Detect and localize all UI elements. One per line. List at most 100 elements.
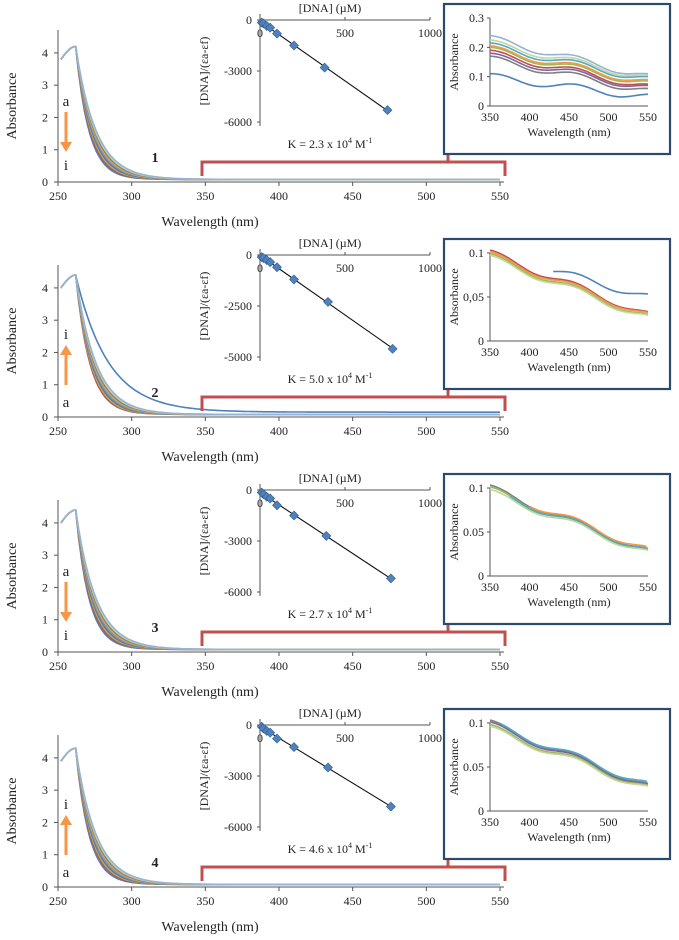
spectrum-line (60, 274, 500, 416)
panel-number: 3 (152, 621, 159, 636)
main-x-tick-label: 300 (123, 659, 141, 673)
k-value: K = 4.6 x 10 (288, 842, 348, 856)
spectrum-line (60, 747, 500, 886)
spectrum-line (60, 45, 500, 181)
main-x-tick-label: 250 (49, 424, 67, 438)
inset-x-axis-label: Wavelength (nm) (527, 595, 610, 609)
spectrum-line (60, 274, 500, 413)
inset-y-axis-label: Absorbance (447, 33, 461, 90)
spectrum-line (60, 274, 500, 416)
main-y-tick-label: 0 (42, 880, 48, 894)
binding-data-point (321, 530, 332, 541)
arrow-end-label: i (64, 158, 68, 174)
main-y-tick-label: 1 (42, 378, 48, 392)
spectrum-line (60, 509, 500, 651)
binding-y-axis-label: [DNA]/(εa-εf) (197, 37, 211, 106)
binding-x-axis-label: [DNA] (µM) (299, 236, 362, 250)
inset-y-axis-label: Absorbance (447, 503, 461, 560)
inset-y-tick-label: 0.1 (469, 246, 484, 260)
titration-arrow-head (60, 345, 72, 355)
spectrum-line (60, 509, 500, 651)
spectrum-line (60, 45, 500, 181)
inset-x-tick-label: 500 (600, 815, 618, 829)
spectrum-line (60, 747, 500, 886)
inset-x-axis-label: Wavelength (nm) (527, 360, 610, 374)
arrow-end-label: i (64, 327, 68, 343)
main-x-tick-label: 450 (344, 424, 362, 438)
spectrum-line (60, 274, 500, 416)
spectrum-line (60, 747, 500, 886)
inset-series-line (553, 270, 649, 295)
arrow-start-label: a (63, 564, 70, 580)
inset-series-line (489, 45, 649, 81)
main-x-axis-label: Wavelength (nm) (161, 215, 259, 230)
titration-arrow-head (60, 142, 72, 152)
inset-x-tick-label: 550 (639, 110, 657, 124)
binding-x-tick-label: 1000 (418, 261, 442, 275)
inset-x-tick-label: 550 (639, 815, 657, 829)
main-x-axis-label: Wavelength (nm) (161, 450, 259, 465)
binding-data-point (265, 22, 276, 33)
spectrum-line (60, 509, 500, 651)
zoom-bracket (200, 630, 507, 646)
inset-series-line (489, 725, 649, 787)
main-y-tick-label: 0 (42, 175, 48, 189)
k-value: K = 5.0 x 10 (288, 372, 348, 386)
inset-x-axis-label: Wavelength (nm) (527, 830, 610, 844)
binding-x-tick-label: 0 (257, 496, 263, 510)
inset-series-line (509, 495, 646, 549)
inset-x-tick-label: 400 (521, 815, 539, 829)
binding-y-tick-label: -6000 (224, 585, 252, 599)
zoom-bracket (200, 865, 507, 881)
main-y-tick-label: 2 (42, 815, 48, 829)
spectrum-line (60, 45, 500, 181)
inset-series-line (490, 72, 649, 98)
inset-y-tick-label: 0 (478, 569, 484, 583)
k-unit-exponent: -1 (366, 606, 373, 615)
inset-y-tick-label: 0 (478, 804, 484, 818)
main-y-tick-label: 0 (42, 645, 48, 659)
inset-series-line (489, 39, 649, 77)
k-unit-exponent: -1 (366, 371, 373, 380)
binding-constant-label: K = 2.3 x 104 M-1 (288, 136, 373, 151)
main-y-tick-label: 4 (42, 46, 48, 60)
k-value: K = 2.7 x 10 (288, 607, 348, 621)
binding-y-tick-label: -2500 (224, 299, 252, 313)
binding-data-point (382, 105, 393, 116)
main-x-tick-label: 550 (491, 894, 509, 908)
main-y-tick-label: 3 (42, 313, 48, 327)
inset-x-tick-label: 350 (481, 815, 499, 829)
main-x-tick-label: 350 (196, 894, 214, 908)
binding-x-tick-label: 1000 (418, 731, 442, 745)
binding-data-point (265, 727, 276, 738)
binding-data-point (272, 28, 282, 39)
inset-x-tick-label: 350 (481, 110, 499, 124)
panel-number: 2 (152, 386, 159, 401)
inset-y-tick-label: 0.2 (469, 40, 484, 54)
main-x-tick-label: 400 (270, 189, 288, 203)
binding-y-tick-label: -6000 (224, 115, 252, 129)
binding-y-tick-label: 0 (246, 483, 252, 497)
inset-series-line (501, 723, 648, 783)
main-x-tick-label: 350 (196, 424, 214, 438)
binding-x-tick-label: 0 (257, 26, 263, 40)
binding-constant-label: K = 5.0 x 104 M-1 (288, 371, 373, 386)
binding-x-tick-label: 0 (257, 731, 263, 745)
spectrum-line (60, 509, 500, 651)
inset-series-line (489, 42, 649, 79)
main-x-tick-label: 450 (344, 659, 362, 673)
binding-x-axis-label: [DNA] (µM) (299, 1, 362, 15)
binding-data-point (272, 733, 282, 744)
main-x-tick-label: 400 (270, 424, 288, 438)
arrow-end-label: i (64, 628, 68, 644)
main-y-tick-label: 4 (42, 516, 48, 530)
titration-arrow-head (60, 612, 72, 622)
inset-y-tick-label: 0.1 (469, 481, 484, 495)
inset-series-line (489, 723, 649, 786)
inset-series-line (489, 488, 649, 551)
spectrum-line (60, 747, 500, 886)
binding-y-tick-label: 0 (246, 248, 252, 262)
